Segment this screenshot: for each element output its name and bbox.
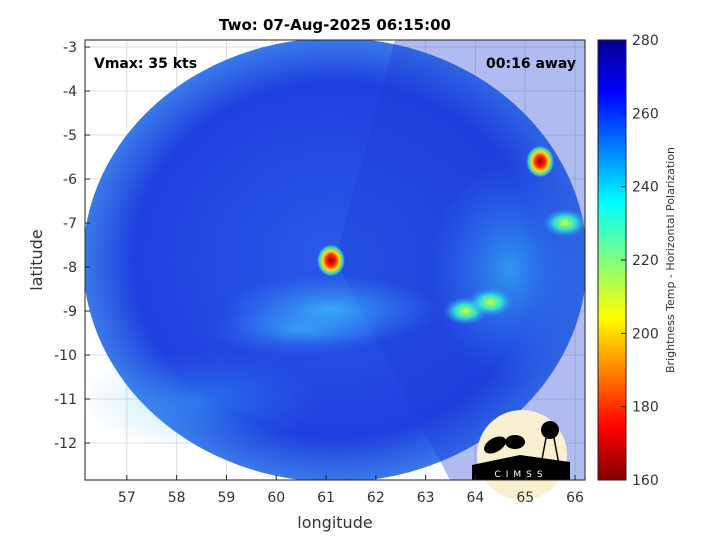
- x-tick-label: 60: [267, 490, 285, 506]
- brightness-feature: [468, 288, 513, 317]
- y-tick-label: -10: [54, 348, 77, 364]
- x-tick-label: 61: [317, 490, 335, 506]
- axis-ticks: 57 58 59 60 61 62 63 64 65 66 -3 -4 -5 -6 -7 -8 -9 -10 -11…: [54, 40, 584, 506]
- cimss-logo: CIMSS: [472, 410, 570, 500]
- logo-text: CIMSS: [494, 470, 547, 480]
- y-tick-label: -7: [63, 216, 77, 232]
- y-axis-label: latitude: [27, 229, 46, 290]
- colorbar-tick-label: 240: [632, 180, 659, 196]
- brightness-feature: [526, 145, 555, 178]
- x-axis-label: longitude: [297, 513, 372, 532]
- y-tick-label: -4: [63, 84, 77, 100]
- axes-frame: [84, 39, 586, 481]
- chart-title: Two: 07-Aug-2025 06:15:00: [219, 16, 451, 34]
- y-tick-label: -5: [63, 128, 77, 144]
- x-tick-label: 66: [566, 490, 584, 506]
- colorbar-label: Brightness Temp - Horizontal Polarizatio…: [664, 147, 677, 373]
- colorbar-tick-label: 260: [632, 106, 659, 122]
- colorbar-tick-label: 180: [632, 400, 659, 416]
- time-away-annotation: 00:16 away: [486, 56, 576, 72]
- vmax-annotation: Vmax: 35 kts: [94, 56, 197, 72]
- x-tick-label: 62: [367, 490, 385, 506]
- y-tick-label: -12: [54, 436, 77, 452]
- x-tick-label: 59: [218, 490, 236, 506]
- colorbar-tick-label: 200: [632, 326, 659, 342]
- colorbar-tick-label: 220: [632, 253, 659, 269]
- brightness-feature: [543, 209, 585, 238]
- x-tick-label: 57: [118, 490, 136, 506]
- heatmap-image: [85, 40, 585, 480]
- colorbar-tick-label: 280: [632, 33, 659, 49]
- colorbar-ticks: 160 180 200 220 240 260 280: [621, 33, 659, 489]
- y-tick-label: -6: [63, 172, 77, 188]
- x-tick-label: 65: [516, 490, 534, 506]
- x-tick-label: 58: [168, 490, 186, 506]
- x-tick-label: 63: [417, 490, 435, 506]
- y-tick-label: -8: [63, 260, 77, 276]
- y-tick-label: -3: [63, 40, 77, 56]
- colorbar-tick-label: 160: [632, 473, 659, 489]
- brightness-feature: [317, 244, 346, 277]
- x-tick-label: 64: [467, 490, 485, 506]
- y-tick-label: -9: [63, 304, 77, 320]
- y-tick-label: -11: [54, 392, 77, 408]
